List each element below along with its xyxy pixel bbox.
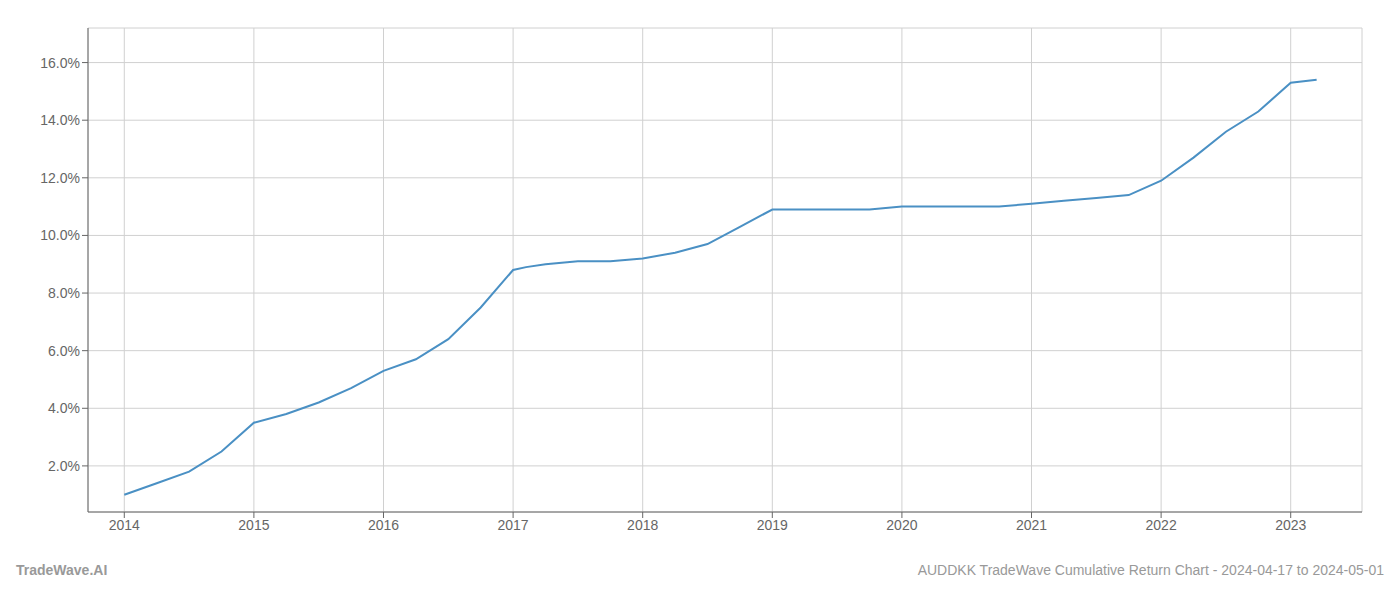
- svg-text:2014: 2014: [109, 517, 140, 533]
- svg-text:2020: 2020: [886, 517, 917, 533]
- svg-text:2021: 2021: [1016, 517, 1047, 533]
- svg-text:6.0%: 6.0%: [48, 343, 80, 359]
- svg-text:14.0%: 14.0%: [40, 112, 80, 128]
- svg-text:2.0%: 2.0%: [48, 458, 80, 474]
- svg-text:10.0%: 10.0%: [40, 227, 80, 243]
- svg-text:2019: 2019: [757, 517, 788, 533]
- svg-text:2015: 2015: [238, 517, 269, 533]
- svg-text:12.0%: 12.0%: [40, 170, 80, 186]
- svg-text:4.0%: 4.0%: [48, 400, 80, 416]
- svg-text:2023: 2023: [1275, 517, 1306, 533]
- svg-text:2022: 2022: [1146, 517, 1177, 533]
- svg-text:2016: 2016: [368, 517, 399, 533]
- html-text:TradeWave.AI: TradeWave.AI: [16, 562, 108, 578]
- svg-text:16.0%: 16.0%: [40, 55, 80, 71]
- svg-text:2017: 2017: [498, 517, 529, 533]
- html-text:AUDDKK TradeWave Cumulative Re: AUDDKK TradeWave Cumulative Return Chart…: [917, 562, 1384, 578]
- svg-text:8.0%: 8.0%: [48, 285, 80, 301]
- svg-text:2018: 2018: [627, 517, 658, 533]
